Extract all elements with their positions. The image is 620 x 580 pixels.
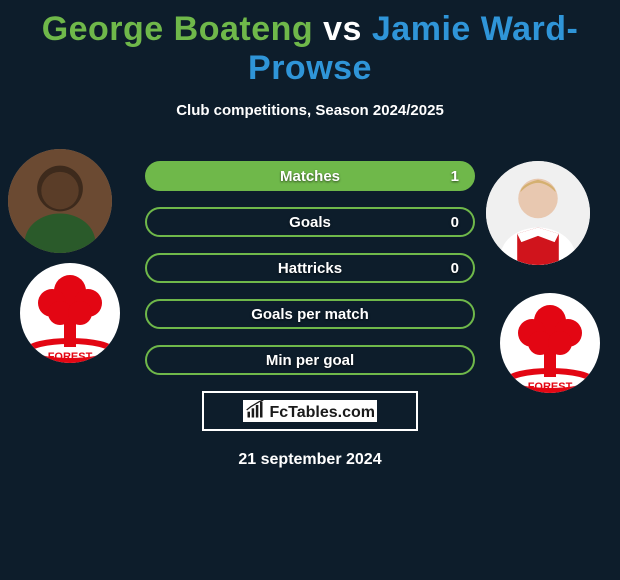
club-left-badge: FOREST xyxy=(20,263,120,363)
stat-label: Goals xyxy=(289,214,331,231)
date-text: 21 september 2024 xyxy=(0,451,620,469)
branding-box: FcTables.com xyxy=(202,391,418,431)
subtitle: Club competitions, Season 2024/2025 xyxy=(0,102,620,119)
page-title: George Boateng vs Jamie Ward-Prowse xyxy=(0,0,620,88)
person-icon xyxy=(486,161,590,265)
title-player-left: George Boateng xyxy=(42,10,313,48)
forest-badge-icon: FOREST xyxy=(20,263,120,363)
stat-label: Min per goal xyxy=(266,352,354,369)
stat-bars: Matches 1 Goals 0 Hattricks 0 Goals per … xyxy=(145,149,475,375)
stat-value: 0 xyxy=(451,260,459,277)
stat-row-matches: Matches 1 xyxy=(145,161,475,191)
svg-text:FOREST: FOREST xyxy=(528,381,573,393)
chart-icon xyxy=(245,400,265,420)
stat-value: 0 xyxy=(451,214,459,231)
stat-label: Hattricks xyxy=(278,260,342,277)
stat-value: 1 xyxy=(451,168,459,185)
comparison-panel: FOREST FOREST Matches 1 Goals 0 Hattrick… xyxy=(0,149,620,469)
branding-text: FcTables.com xyxy=(243,400,377,422)
title-vs: vs xyxy=(313,10,372,48)
stat-row-min-per-goal: Min per goal xyxy=(145,345,475,375)
club-right-badge: FOREST xyxy=(500,293,600,393)
stat-row-hattricks: Hattricks 0 xyxy=(145,253,475,283)
stat-row-goals-per-match: Goals per match xyxy=(145,299,475,329)
svg-text:FOREST: FOREST xyxy=(48,351,93,363)
forest-badge-icon: FOREST xyxy=(500,293,600,393)
person-icon xyxy=(8,149,112,253)
player-right-avatar xyxy=(486,161,590,265)
stat-label: Goals per match xyxy=(251,306,369,323)
stat-row-goals: Goals 0 xyxy=(145,207,475,237)
player-left-avatar xyxy=(8,149,112,253)
stat-label: Matches xyxy=(280,168,340,185)
branding-label: FcTables.com xyxy=(269,404,375,421)
